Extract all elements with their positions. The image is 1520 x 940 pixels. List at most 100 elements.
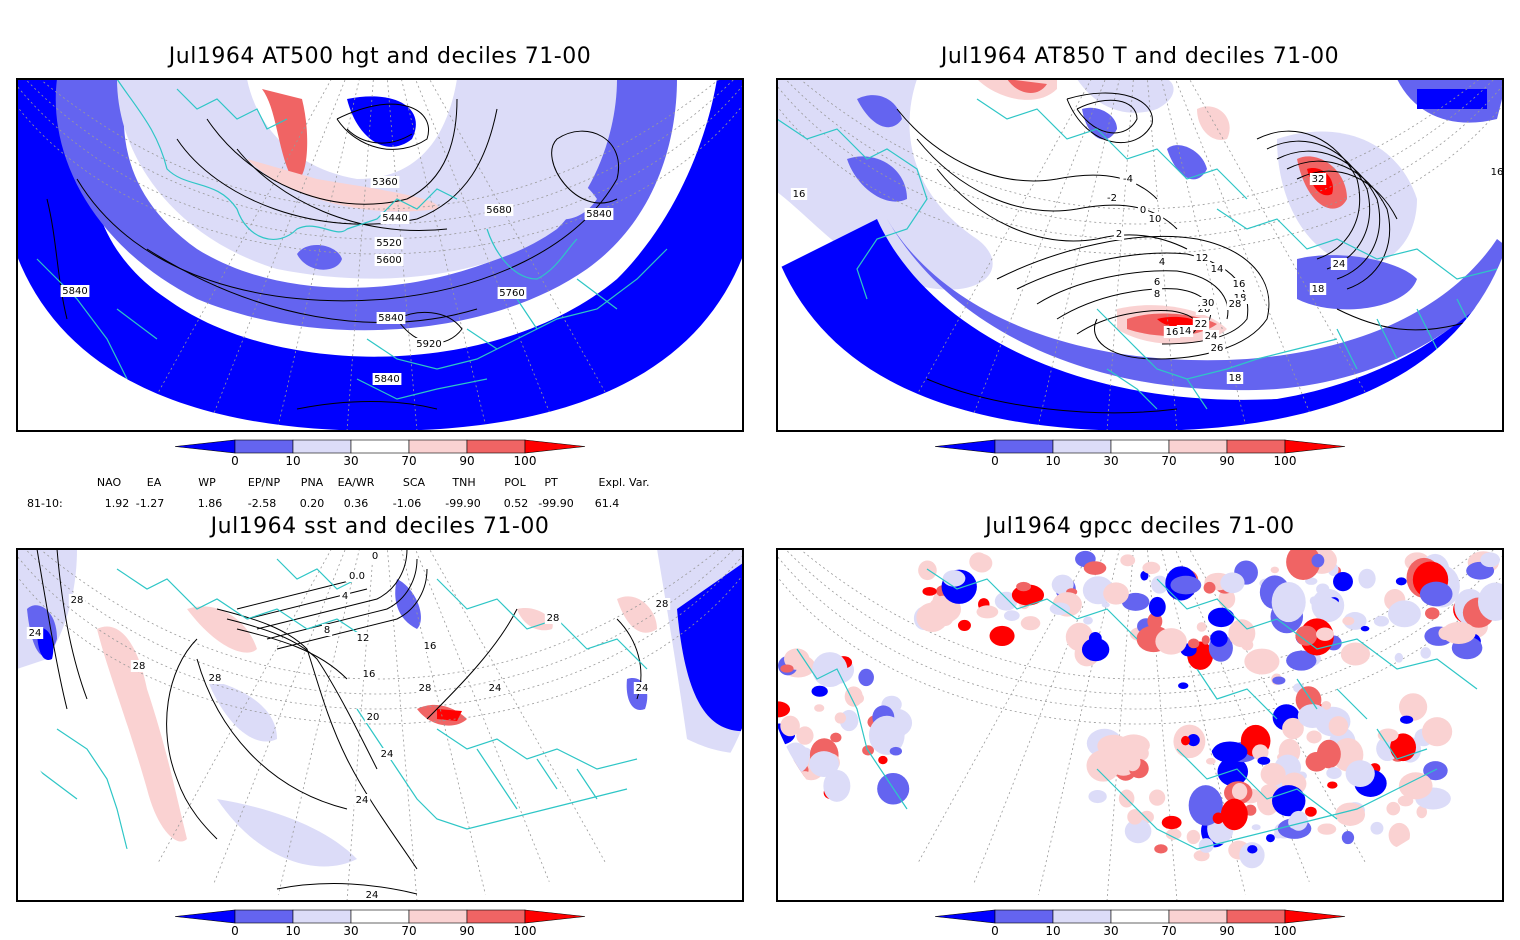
precip-decile-patch bbox=[1016, 581, 1032, 592]
decile-region bbox=[187, 606, 257, 653]
decile-region bbox=[97, 626, 187, 842]
precip-decile-patch bbox=[780, 664, 794, 673]
precip-decile-patch bbox=[1127, 809, 1143, 825]
colorbar-segment bbox=[1168, 439, 1228, 454]
precip-decile-patch bbox=[1083, 561, 1107, 575]
decile-region bbox=[1007, 79, 1047, 94]
precip-decile-patch bbox=[1270, 566, 1280, 574]
precip-decile-patch bbox=[1297, 704, 1328, 729]
contour-label-bg bbox=[1330, 258, 1348, 270]
contour-label-bg bbox=[1199, 297, 1217, 309]
contour-label-bg bbox=[1230, 278, 1248, 290]
precip-decile-patch bbox=[1398, 772, 1433, 800]
precip-decile-patch bbox=[1316, 627, 1334, 641]
colorbar-segment bbox=[350, 909, 410, 924]
contour-label: 5600 bbox=[376, 255, 401, 266]
precip-decile-patch bbox=[1326, 767, 1342, 780]
decile-region bbox=[55, 79, 678, 331]
contour-label: 16 bbox=[424, 641, 437, 652]
contour-label: 5840 bbox=[62, 286, 87, 297]
contour-label: 28 bbox=[71, 595, 84, 606]
precip-decile-patch bbox=[1342, 616, 1355, 626]
contour-label: 5840 bbox=[378, 313, 403, 324]
contour-label: 32 bbox=[1312, 174, 1325, 185]
contour-label: 4 bbox=[1159, 257, 1165, 268]
contour-label-bg bbox=[363, 889, 381, 901]
colorbar-arrow-low bbox=[935, 439, 996, 454]
decile-region bbox=[1167, 145, 1207, 180]
colorbar-segment bbox=[1226, 439, 1286, 454]
contour-label: 24 bbox=[29, 628, 42, 639]
contour-label: 24 bbox=[366, 890, 379, 901]
contour-label-bg bbox=[653, 598, 671, 610]
contour-label: 12 bbox=[1196, 253, 1209, 264]
precip-decile-patch bbox=[1124, 819, 1152, 844]
decile-region bbox=[347, 96, 416, 147]
decile-region bbox=[17, 79, 743, 431]
precip-decile-patch bbox=[971, 553, 993, 573]
index-header: POL bbox=[504, 476, 526, 489]
contour-label-bg bbox=[321, 624, 333, 636]
contour-label: 0 bbox=[1140, 205, 1146, 216]
colorbar-arrow-high bbox=[1284, 909, 1346, 924]
index-row-label: 81-10: bbox=[27, 497, 63, 510]
precip-decile-patch bbox=[1266, 834, 1275, 843]
colorbar-tick-label: 10 bbox=[1045, 454, 1061, 468]
decile-region bbox=[857, 95, 902, 128]
contour-label-bg bbox=[1163, 326, 1181, 338]
precip-decile-patch bbox=[1101, 602, 1110, 608]
precip-decile-patch bbox=[809, 751, 839, 778]
contour-label-bg bbox=[1146, 213, 1164, 225]
precip-decile-patch bbox=[1286, 549, 1321, 581]
contour-label-bg bbox=[354, 632, 372, 644]
map-border bbox=[17, 549, 743, 901]
contour-label-bg bbox=[353, 794, 371, 806]
decile-region bbox=[437, 709, 462, 721]
colorbar-tick-label: 10 bbox=[1045, 924, 1061, 938]
contour-label-bg bbox=[1137, 204, 1149, 216]
contour-label-bg bbox=[633, 682, 651, 694]
precip-decile-patch bbox=[1003, 610, 1020, 621]
precip-decile-patch bbox=[1477, 582, 1503, 621]
index-header: SCA bbox=[402, 476, 426, 489]
precip-decile-patch bbox=[784, 648, 810, 670]
colorbar-tick-label: 30 bbox=[343, 924, 359, 938]
precip-decile-patch bbox=[1155, 628, 1187, 655]
precip-decile-patch bbox=[1341, 831, 1355, 845]
precip-decile-patch bbox=[1257, 756, 1271, 765]
precip-decile-patch bbox=[1309, 596, 1319, 606]
colorbar-segment bbox=[466, 439, 526, 454]
contour-label-bg bbox=[378, 748, 396, 760]
contour-label: 30 bbox=[1202, 298, 1215, 309]
precip-decile-patch bbox=[1419, 581, 1453, 607]
precip-decile-patch bbox=[1207, 607, 1235, 628]
contour-label: 24 bbox=[356, 795, 369, 806]
precip-decile-patch bbox=[798, 771, 811, 780]
contour-label-bg bbox=[370, 176, 400, 188]
contour-label: 18 bbox=[1229, 373, 1242, 384]
contour-label: 10 bbox=[1149, 214, 1162, 225]
contour-label: 5440 bbox=[382, 213, 407, 224]
panel-title-sst: Jul1964 sst and deciles 71-00 bbox=[210, 514, 550, 539]
contour-label: 28 bbox=[209, 673, 222, 684]
contour-label-bg bbox=[130, 660, 148, 672]
colorbar-tick-label: 90 bbox=[459, 454, 475, 468]
precip-decile-patch bbox=[1260, 762, 1286, 786]
contour-label-bg bbox=[364, 711, 382, 723]
contour-label: 14 bbox=[1211, 264, 1224, 275]
contour-label: 24 bbox=[489, 683, 502, 694]
colorbar-segment bbox=[1110, 909, 1170, 924]
precip-decile-patch bbox=[1387, 600, 1421, 628]
precip-decile-patch bbox=[1421, 717, 1453, 747]
precip-decile-patch bbox=[844, 686, 863, 707]
precip-decile-patch bbox=[920, 607, 946, 627]
contour-label: 0.0 bbox=[349, 571, 365, 582]
colorbar-sst: 0 10 30 70 90 100 bbox=[175, 908, 595, 938]
precip-decile-patch bbox=[1343, 612, 1367, 630]
index-value: 0.20 bbox=[299, 497, 325, 510]
contour-label: 28 bbox=[656, 599, 669, 610]
precip-decile-patch bbox=[1151, 575, 1169, 594]
precip-decile-patch bbox=[1178, 682, 1189, 690]
colorbar-tick-label: 90 bbox=[1219, 924, 1235, 938]
map-border bbox=[17, 79, 743, 431]
